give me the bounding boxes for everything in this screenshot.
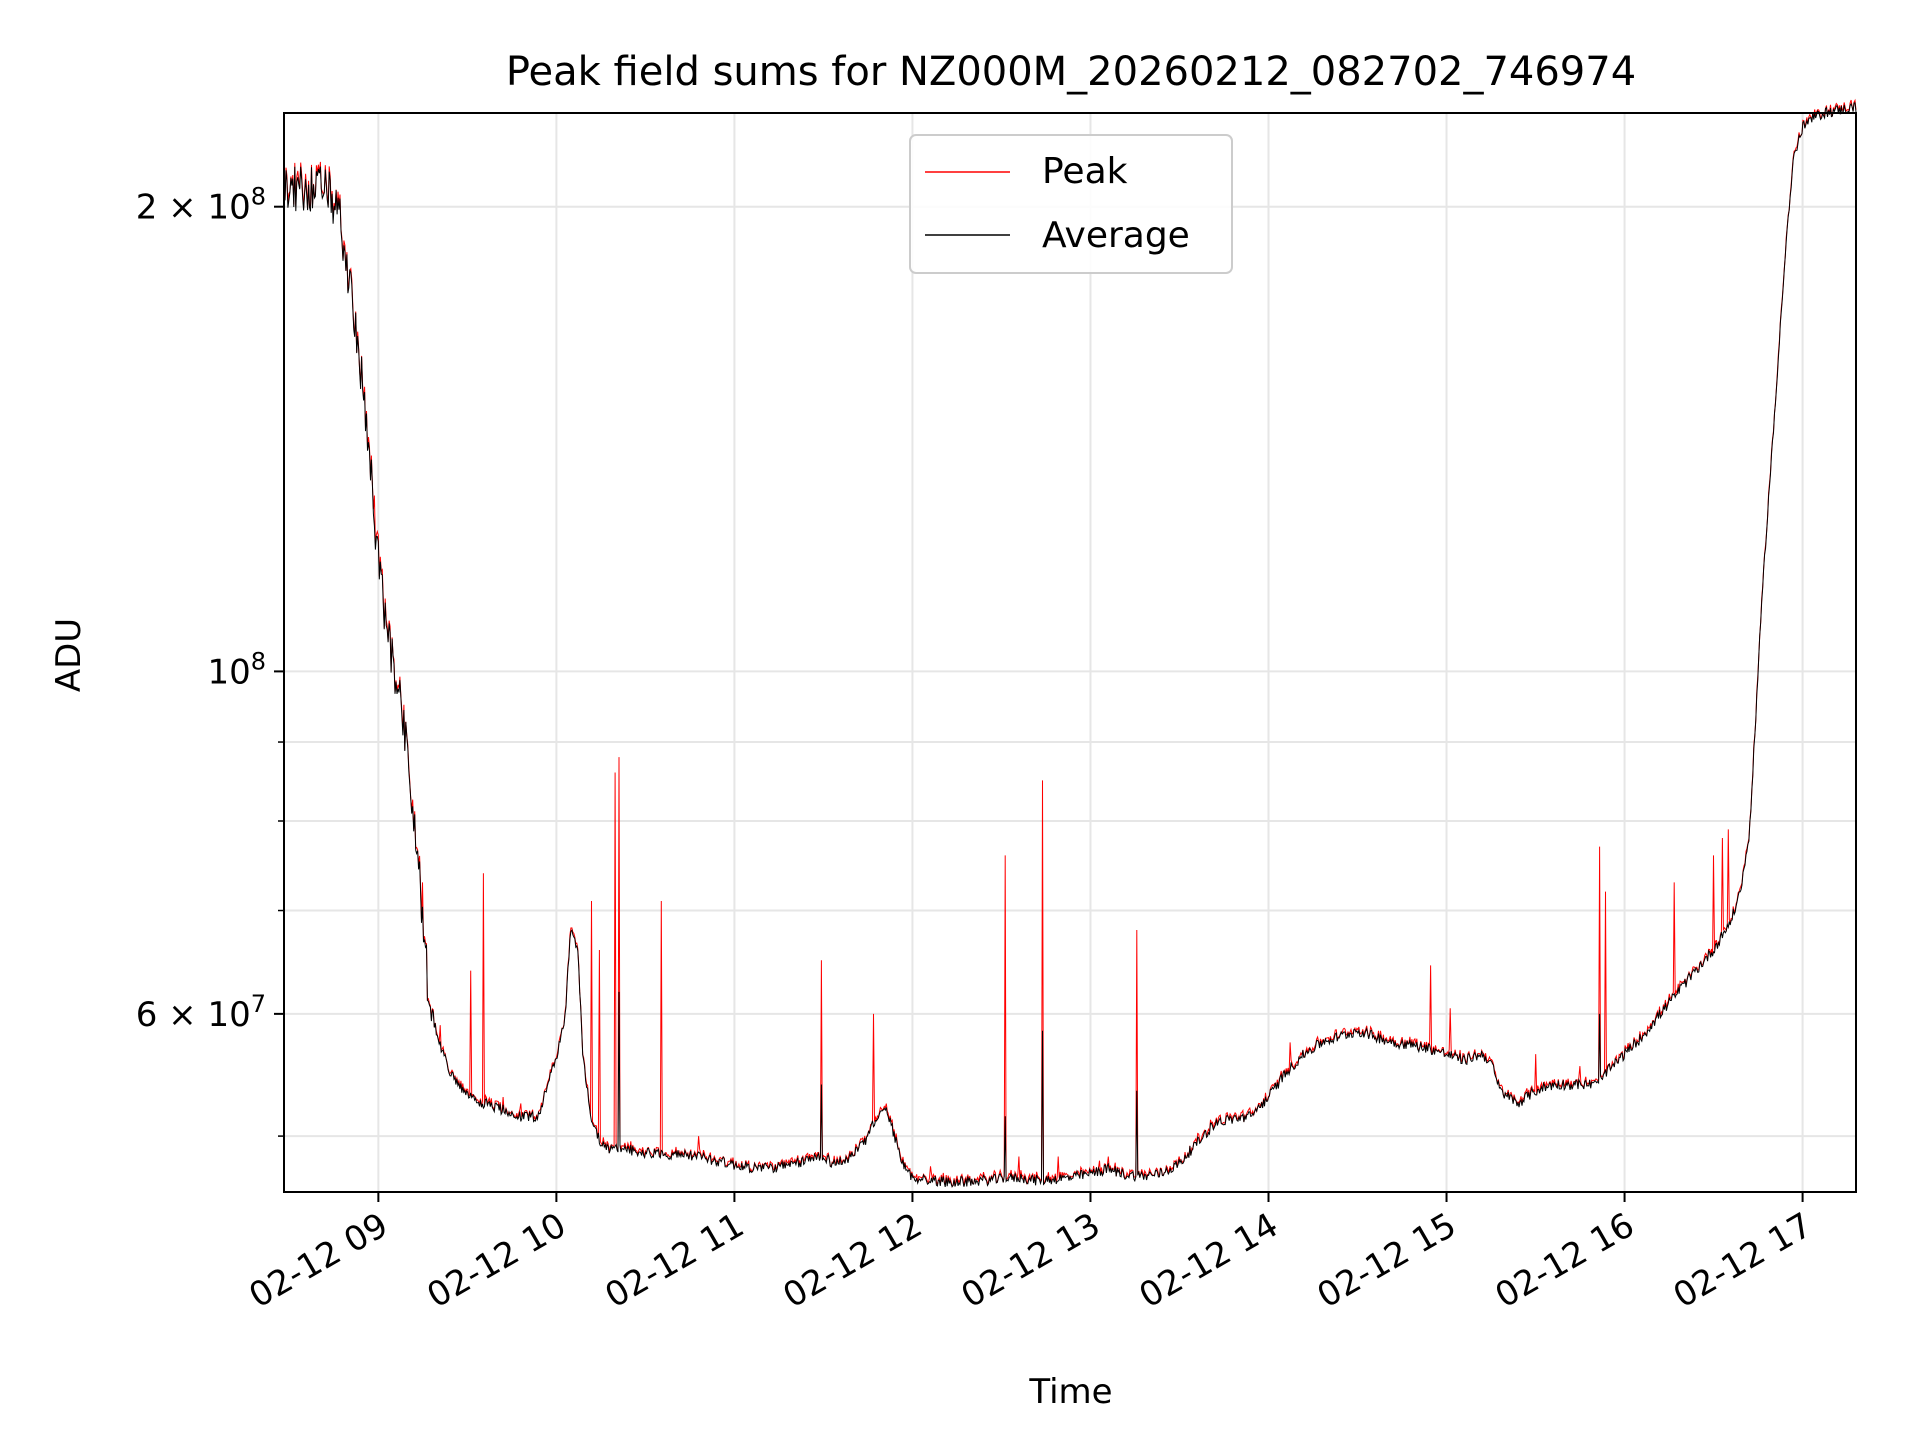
legend-peak-label: Peak [1042, 151, 1128, 192]
x-axis-ticks: 02-12 09 02-12 10 02-12 11 02-12 12 02-12 13… [242, 1192, 1819, 1316]
y-axis-ticks: 6 × 107 108 2 × 108 [136, 183, 284, 1137]
x-tick-label: 02-12 17 [1667, 1205, 1819, 1316]
x-tick-label: 02-12 09 [242, 1205, 394, 1316]
legend: Peak Average [909, 134, 1233, 274]
x-tick-label: 02-12 16 [1489, 1205, 1641, 1316]
chart-title: Peak field sums for NZ000M_20260212_0827… [506, 49, 1636, 95]
legend-box [909, 134, 1233, 274]
average-series-line [283, 102, 1857, 1188]
x-tick-label: 02-12 14 [1133, 1205, 1285, 1316]
x-tick-label: 02-12 13 [955, 1205, 1107, 1316]
y-tick-label: 2 × 108 [136, 183, 266, 228]
plot-frame [283, 112, 1857, 1193]
y-tick-label: 108 [207, 647, 266, 692]
x-tick-label: 02-12 15 [1311, 1205, 1463, 1316]
series-layer [283, 98, 1857, 1188]
x-tick-label: 02-12 11 [599, 1205, 751, 1316]
x-tick-label: 02-12 12 [777, 1205, 929, 1316]
y-axis-label: ADU [49, 618, 89, 692]
x-tick-label: 02-12 10 [420, 1205, 572, 1316]
x-axis-label: Time [1028, 1372, 1112, 1412]
y-tick-label: 6 × 107 [136, 990, 266, 1035]
grid-lines [284, 113, 1856, 1192]
legend-average-label: Average [1042, 215, 1190, 256]
